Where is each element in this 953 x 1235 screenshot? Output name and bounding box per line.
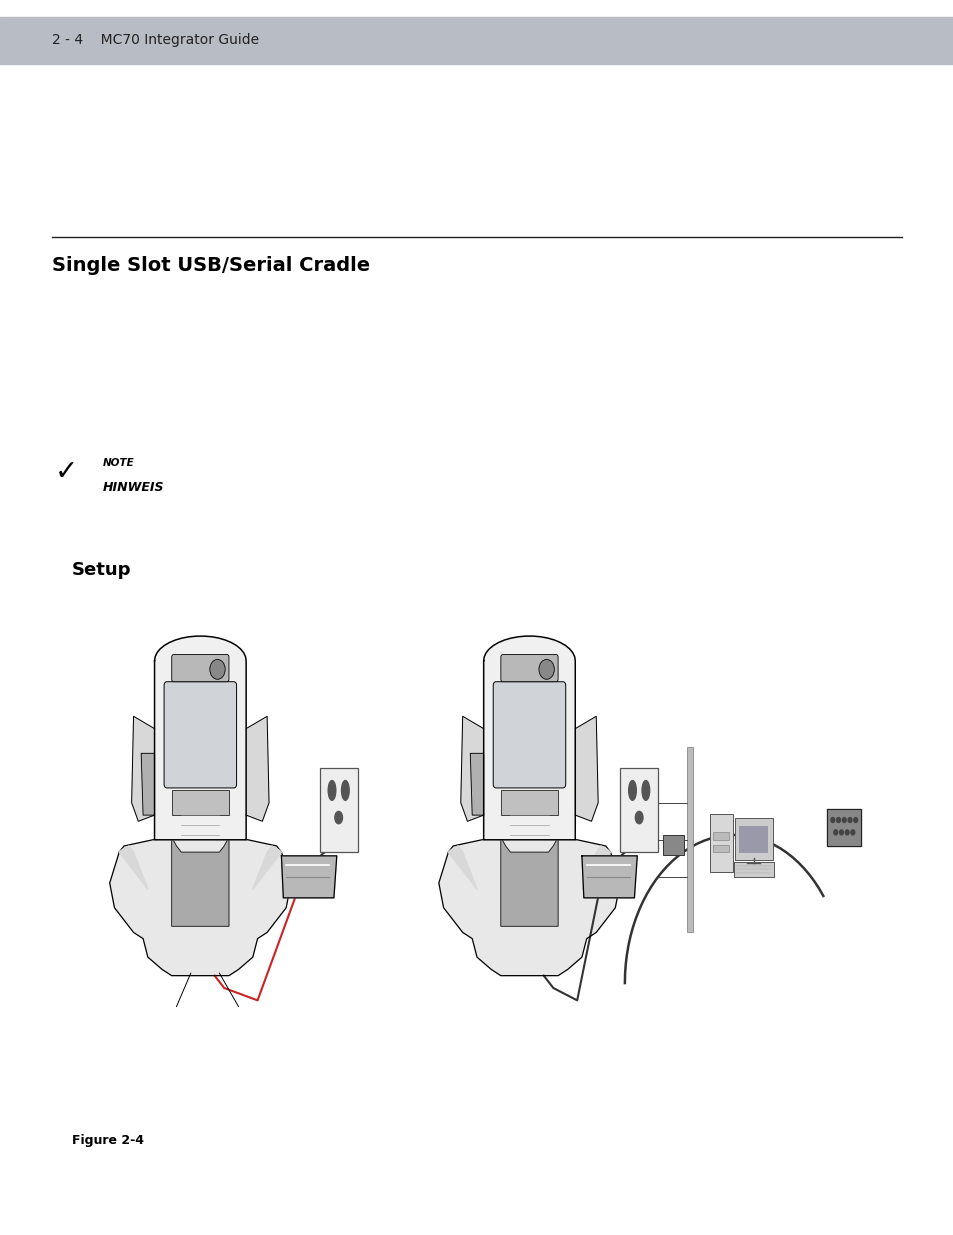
Bar [733, 862, 773, 877]
Text: 2 - 4    MC70 Integrator Guide: 2 - 4 MC70 Integrator Guide [52, 33, 259, 47]
Polygon shape [246, 716, 269, 821]
Polygon shape [581, 856, 637, 898]
Polygon shape [438, 837, 619, 976]
Circle shape [850, 830, 854, 835]
Polygon shape [826, 809, 861, 846]
Polygon shape [460, 716, 483, 821]
Polygon shape [253, 846, 281, 889]
Circle shape [833, 830, 837, 835]
Circle shape [830, 818, 834, 823]
Bar [500, 790, 558, 815]
Ellipse shape [335, 811, 342, 824]
Circle shape [841, 818, 845, 823]
Ellipse shape [628, 781, 636, 800]
Polygon shape [483, 636, 575, 840]
Bar [712, 832, 728, 840]
Bar [662, 835, 683, 855]
Ellipse shape [635, 811, 642, 824]
Ellipse shape [641, 781, 649, 800]
Polygon shape [281, 856, 336, 898]
Polygon shape [448, 846, 476, 889]
Ellipse shape [341, 781, 349, 800]
FancyBboxPatch shape [164, 682, 236, 788]
Bar [686, 747, 692, 932]
Circle shape [847, 818, 851, 823]
FancyBboxPatch shape [709, 814, 732, 872]
Polygon shape [141, 753, 154, 815]
Polygon shape [132, 716, 154, 821]
Text: Setup: Setup [71, 561, 131, 579]
Circle shape [844, 830, 848, 835]
Polygon shape [172, 837, 229, 926]
Polygon shape [500, 837, 558, 926]
Circle shape [836, 818, 840, 823]
Polygon shape [119, 846, 148, 889]
Bar [0, 16, 953, 63]
FancyBboxPatch shape [172, 655, 229, 682]
Bar [739, 826, 767, 853]
Circle shape [210, 659, 225, 679]
Text: Single Slot USB/Serial Cradle: Single Slot USB/Serial Cradle [52, 256, 370, 274]
Circle shape [853, 818, 857, 823]
Polygon shape [110, 837, 291, 976]
Polygon shape [470, 753, 483, 815]
Text: NOTE: NOTE [103, 458, 134, 468]
Polygon shape [581, 846, 610, 889]
Bar [712, 845, 728, 852]
Polygon shape [575, 716, 598, 821]
Polygon shape [154, 636, 246, 840]
Ellipse shape [328, 781, 335, 800]
Circle shape [839, 830, 842, 835]
Text: Figure 2-4: Figure 2-4 [71, 1134, 143, 1147]
FancyBboxPatch shape [734, 818, 772, 860]
Bar [319, 768, 357, 852]
Text: HINWEIS: HINWEIS [103, 482, 164, 494]
Bar [619, 768, 658, 852]
FancyBboxPatch shape [500, 655, 558, 682]
Circle shape [538, 659, 554, 679]
Text: ✓: ✓ [55, 458, 78, 485]
Bar [172, 790, 229, 815]
FancyBboxPatch shape [493, 682, 565, 788]
